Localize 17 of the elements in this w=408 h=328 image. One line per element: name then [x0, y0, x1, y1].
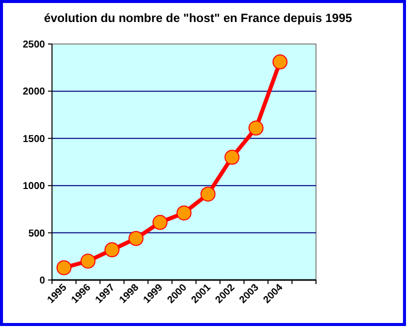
y-tick-label: 1000	[22, 181, 46, 192]
y-tick-label: 2000	[22, 86, 46, 98]
y-tick-label: 500	[28, 228, 46, 240]
point	[176, 205, 192, 220]
point	[248, 120, 264, 136]
point	[56, 260, 72, 276]
point	[224, 150, 240, 165]
point	[200, 186, 216, 202]
point	[128, 230, 144, 246]
point	[152, 214, 168, 230]
point	[272, 54, 288, 70]
point	[104, 242, 120, 258]
point	[80, 254, 96, 269]
y-tick-label: 1500	[22, 134, 46, 145]
y-tick-label: 0	[39, 276, 46, 286]
chart-title: évolution du nombre de "host" en France depuis 1995	[44, 11, 352, 25]
y-tick-label: 2500	[22, 40, 46, 50]
